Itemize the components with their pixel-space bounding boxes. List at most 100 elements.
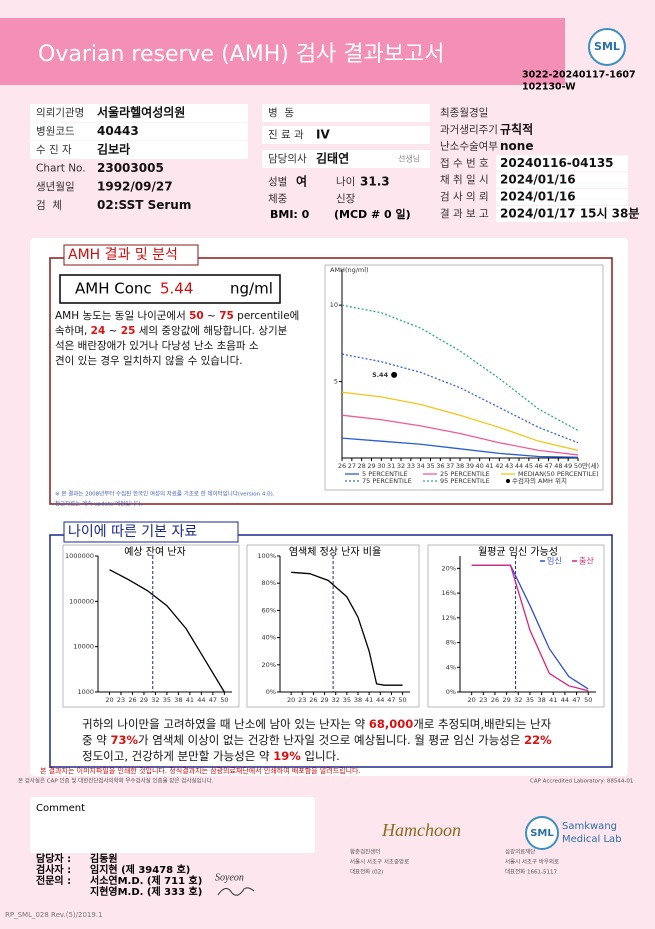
signature: Soyeon <box>215 872 244 883</box>
paragraph-line: 견이 있는 경우 일치하지 않을 수 있습니다. <box>55 354 243 367</box>
x-tick-label: 48 <box>554 462 562 470</box>
x-unit: 만(세) <box>582 461 599 470</box>
label: 신장 <box>336 193 356 205</box>
x-tick-label: 33 <box>407 462 415 470</box>
x-tick-label: 47 <box>572 696 580 704</box>
section-title: AMH 결과 및 분석 <box>68 247 178 263</box>
y-tick-label: 8% <box>446 639 456 647</box>
comment-label: Comment <box>36 803 85 814</box>
label: 성별 <box>268 176 287 188</box>
label: 채 취 일 시 <box>440 173 489 186</box>
text-run: 가 염색체 이상이 없는 건강한 난자일 것으로 예상됩니다. 월 평균 임신 … <box>138 733 524 747</box>
text-run: 25 <box>121 325 136 337</box>
value: 40443 <box>97 124 139 138</box>
series-line <box>109 569 225 693</box>
text-run: 75 <box>219 310 234 322</box>
x-tick-label: 44 <box>197 696 205 704</box>
note: 본 검사실은 CAP 인증 및 대한진단검사의학회 우수검사실 인증을 받은 검… <box>18 777 214 785</box>
chart-title: 염색체 정상 난자 비율 <box>289 546 381 558</box>
section-title-box <box>63 244 199 266</box>
value: 김태연 <box>316 151 349 166</box>
logo-text: Medical Lab <box>562 834 622 845</box>
x-tick-label: 28 <box>358 462 366 470</box>
y-tick-label: 10000 <box>73 643 94 651</box>
x-tick-label: 26 <box>128 696 136 704</box>
text-run: ~ <box>105 325 120 337</box>
legend-swatch <box>506 479 510 483</box>
section-box <box>49 534 613 768</box>
x-tick-label: 47 <box>387 696 395 704</box>
label: 난소수술여부 <box>440 141 498 153</box>
x-tick-label: 47 <box>544 462 552 470</box>
sign-label: 담당자 : <box>36 852 71 865</box>
label: 병 동 <box>268 107 294 119</box>
y-tick-label: 4% <box>446 663 456 671</box>
value: 31.3 <box>360 175 390 189</box>
logo-text: Samkwang <box>562 821 617 832</box>
series-line <box>341 414 579 456</box>
text-run: ~ <box>204 310 219 322</box>
label: 선생님 <box>398 154 420 164</box>
chart-frame <box>62 544 240 708</box>
chart-title: 예상 잔여 난자 <box>124 546 186 558</box>
sign-value: 지현영M.D. (제 333 호) <box>90 885 202 898</box>
x-tick-label: 32 <box>514 696 522 704</box>
x-tick-label: 38 <box>354 696 362 704</box>
x-tick-label: 29 <box>502 696 510 704</box>
y-tick-label: 40% <box>262 634 276 642</box>
text-run: 개로 추정되며,배란되는 난자 <box>413 717 551 731</box>
text-run: 속하며, <box>55 324 91 337</box>
amh-unit: ng/ml <box>230 280 273 298</box>
y-tick-label: 16% <box>442 589 456 597</box>
cell <box>262 150 430 168</box>
text-run: 68,000 <box>369 717 413 731</box>
x-tick-label: 49 <box>564 462 572 470</box>
note: CAP Accredited Laboratory: 88544-01 <box>530 779 633 785</box>
logo-info: 서울시 서초구 바우뫼로 <box>505 858 559 866</box>
x-tick-label: 30 <box>377 462 385 470</box>
x-tick-label: 27 <box>348 462 356 470</box>
footnote: 참고자료는 계속 update 예정입니다. <box>55 500 142 508</box>
value: 1992/09/27 <box>97 180 173 194</box>
point-label: 5.44 <box>372 371 389 379</box>
x-tick-label: 46 <box>535 462 543 470</box>
text-run: 석은 배란장애가 있거나 다낭성 난소 초음파 소 <box>55 340 259 352</box>
cell <box>30 104 248 122</box>
sign-value: 서소연M.D. (제 711 호) <box>90 874 202 887</box>
x-tick-label: 23 <box>117 696 125 704</box>
cell <box>496 205 628 222</box>
logo-info: 대표전화 1661-5117 <box>505 868 557 876</box>
y-tick-label: 20% <box>442 564 456 572</box>
amh-box <box>59 274 281 304</box>
label: 나이 <box>336 176 355 188</box>
x-tick-label: 29 <box>367 462 375 470</box>
x-tick-label: 47 <box>209 696 217 704</box>
series-line <box>341 437 579 458</box>
paragraph-line: 정도이고, 건강하게 분만할 가능성은 약 19% 입니다. <box>82 749 340 763</box>
label: 검 사 의 뢰 <box>440 191 489 203</box>
value: 2024/01/17 15시 38분 <box>500 206 639 220</box>
logo <box>525 816 559 850</box>
paragraph-line: 귀하의 나이만을 고려하였을 때 난소에 남아 있는 난자는 약 68,000개… <box>82 717 552 731</box>
report-no: 102130-W <box>522 82 576 93</box>
section-title: 나이에 따른 기본 자료 <box>68 524 197 540</box>
cell <box>496 155 628 172</box>
x-tick-label: 26 <box>338 462 346 470</box>
x-tick-label: 35 <box>343 696 351 704</box>
y-tick-label: 10 <box>330 301 338 309</box>
series-line <box>341 391 579 451</box>
header-band <box>0 18 565 85</box>
sign-value: 김동원 <box>90 852 118 865</box>
label: 결 과 보 고 <box>440 208 489 220</box>
x-tick-label: 34 <box>417 462 425 470</box>
paragraph-line: 속하며, 24 ~ 25 세의 중앙값에 해당합니다. 상기분 <box>55 324 288 337</box>
title: Ovarian reserve (AMH) 검사 결과보고서 <box>38 42 445 67</box>
value: BMI: 0 <box>270 208 310 221</box>
y-tick-label: 0% <box>266 688 276 696</box>
text-run: 입니다. <box>301 749 340 763</box>
cell <box>496 172 628 189</box>
label: 과거생리주기 <box>440 124 498 136</box>
legend-label: 임신 <box>547 557 562 566</box>
